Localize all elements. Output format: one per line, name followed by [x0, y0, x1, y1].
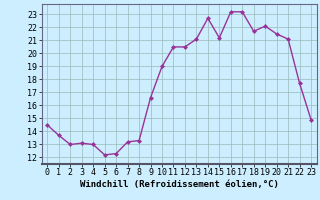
X-axis label: Windchill (Refroidissement éolien,°C): Windchill (Refroidissement éolien,°C): [80, 180, 279, 189]
